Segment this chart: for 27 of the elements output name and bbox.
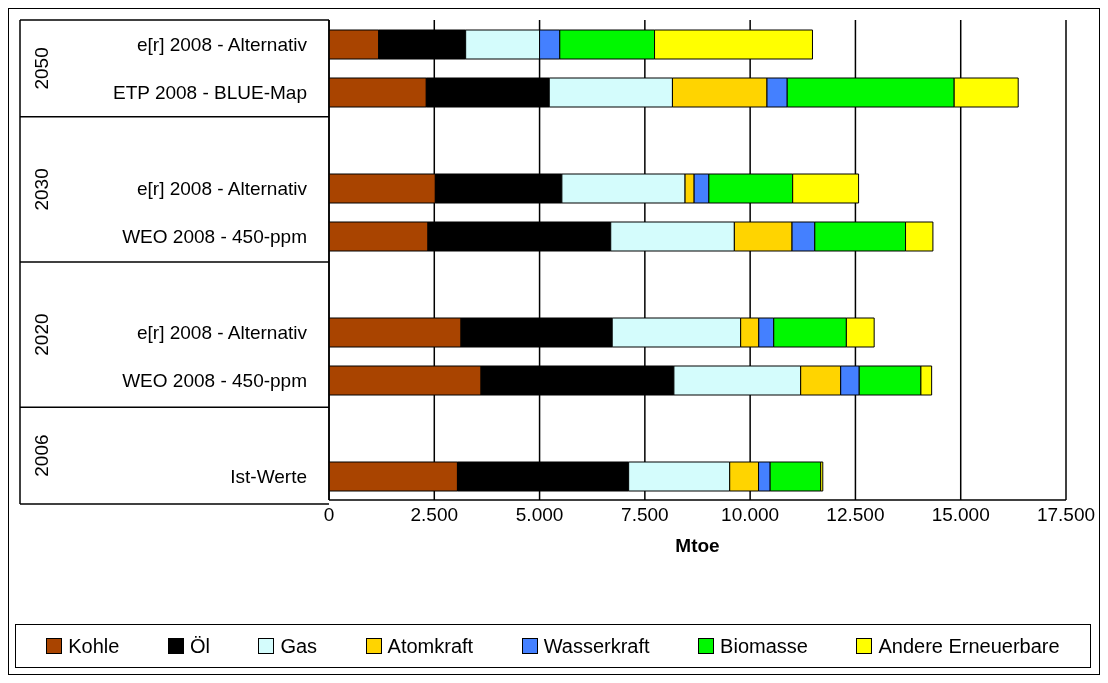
legend-label: Kohle bbox=[67, 634, 120, 658]
x-tick-label: 17.500 bbox=[1036, 504, 1096, 526]
x-tick-label: 2.500 bbox=[410, 504, 459, 526]
y-tick-label: Ist-Werte bbox=[230, 465, 307, 487]
x-tick-label: 15.000 bbox=[931, 504, 990, 526]
y-tick-label: e[r] 2008 - Alternativ bbox=[136, 321, 308, 343]
x-tick-label: 7.500 bbox=[621, 504, 669, 526]
y-tick-label: e[r] 2008 - Alternativ bbox=[136, 177, 308, 199]
y-tick-label: WEO 2008 - 450-ppm bbox=[122, 225, 307, 247]
y-tick-label: e[r] 2008 - Alternativ bbox=[136, 33, 308, 55]
legend-label: Öl bbox=[188, 634, 210, 658]
x-tick-label: 12.500 bbox=[826, 504, 885, 526]
y-tick-label: ETP 2008 - BLUE-Map bbox=[113, 81, 307, 103]
legend-label: Wasserkraft bbox=[542, 634, 650, 658]
y-tick-label: WEO 2008 - 450-ppm bbox=[122, 369, 307, 391]
legend-label: Atomkraft bbox=[386, 634, 474, 658]
legend-label: Andere Erneuerbare bbox=[877, 634, 1060, 658]
text: 2006 bbox=[30, 434, 52, 477]
text: 2030 bbox=[30, 168, 52, 211]
text: 2020 bbox=[30, 313, 52, 356]
x-tick-label: 0 bbox=[323, 504, 335, 526]
legend-label: Gas bbox=[279, 634, 318, 658]
x-axis-title: Mtoe bbox=[675, 535, 720, 556]
x-tick-label: 5.000 bbox=[515, 504, 564, 526]
x-tick-label: 10.000 bbox=[721, 504, 780, 526]
text: 2050 bbox=[30, 47, 52, 90]
legend-label: Biomasse bbox=[719, 634, 808, 658]
